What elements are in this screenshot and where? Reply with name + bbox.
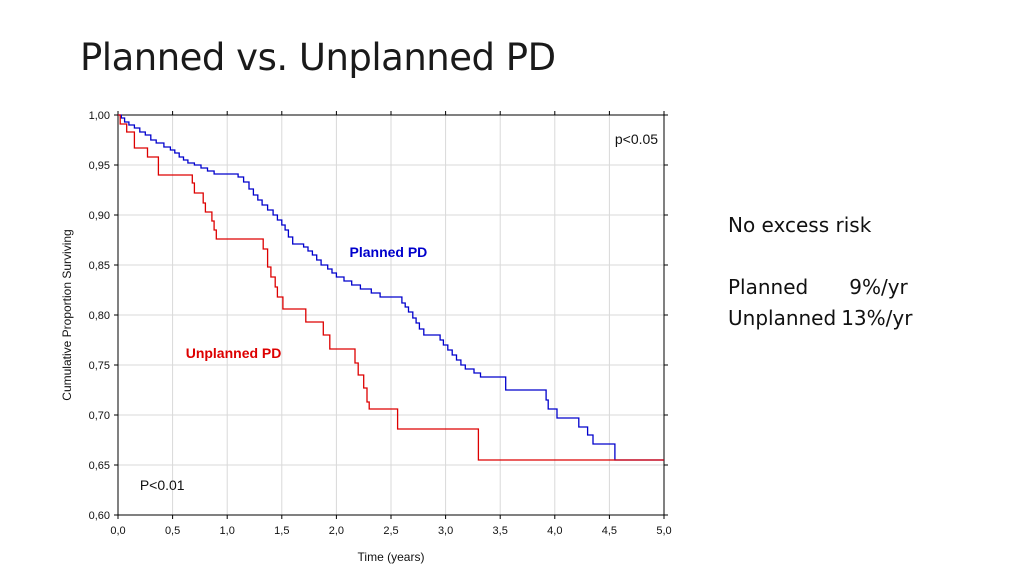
notes-row-value: 9%/yr xyxy=(849,275,908,299)
y-axis-label: Cumulative Proportion Surviving xyxy=(60,229,74,400)
notes-heading: No excess risk xyxy=(728,213,872,237)
y-tick-label: 0,70 xyxy=(89,410,110,422)
slide-title: Planned vs. Unplanned PD xyxy=(80,36,556,79)
notes-row-value: 13%/yr xyxy=(841,306,913,330)
series-label-planned: Planned PD xyxy=(350,244,428,260)
p-value-annotation: P<0.01 xyxy=(140,477,185,493)
y-tick-label: 0,60 xyxy=(89,510,110,522)
plot-frame xyxy=(117,114,665,516)
y-tick-label: 1,00 xyxy=(89,110,110,122)
x-tick-label: 4,5 xyxy=(602,525,617,537)
x-tick-label: 0,5 xyxy=(165,525,180,537)
p-value-annotation: p<0.05 xyxy=(615,131,658,147)
y-tick-label: 0,75 xyxy=(89,360,110,372)
notes-row-label: Planned xyxy=(728,275,809,299)
y-tick-label: 0,65 xyxy=(89,460,110,472)
x-tick-label: 5,0 xyxy=(656,525,671,537)
series-label-unplanned: Unplanned PD xyxy=(186,345,282,361)
notes-spacer xyxy=(728,241,912,272)
x-tick-label: 1,0 xyxy=(220,525,235,537)
x-tick-label: 2,5 xyxy=(383,525,398,537)
y-tick-label: 0,80 xyxy=(89,310,110,322)
x-tick-label: 0,0 xyxy=(110,525,125,537)
notes-row-planned: Planned 9%/yr xyxy=(728,272,912,303)
x-tick-label: 3,5 xyxy=(493,525,508,537)
y-tick-label: 0,90 xyxy=(89,210,110,222)
series-line-planned xyxy=(118,114,664,461)
notes-row-unplanned: Unplanned 13%/yr xyxy=(728,303,912,334)
y-tick-label: 0,95 xyxy=(89,160,110,172)
x-tick-label: 3,0 xyxy=(438,525,453,537)
x-tick-label: 4,0 xyxy=(547,525,562,537)
series-line-unplanned xyxy=(118,114,664,461)
x-tick-label: 1,5 xyxy=(274,525,289,537)
x-tick-label: 2,0 xyxy=(329,525,344,537)
notes-row-label: Unplanned xyxy=(728,306,837,330)
side-notes: No excess risk Planned 9%/yr Unplanned 13%… xyxy=(728,210,912,334)
x-axis-label: Time (years) xyxy=(358,550,425,564)
y-tick-label: 0,85 xyxy=(89,260,110,272)
